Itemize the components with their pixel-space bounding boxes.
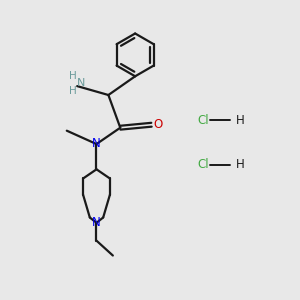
- Text: N: N: [92, 216, 101, 229]
- Text: N: N: [77, 78, 85, 88]
- Text: H: H: [236, 114, 245, 127]
- Text: N: N: [92, 137, 100, 150]
- Text: H: H: [236, 158, 245, 171]
- Text: Cl: Cl: [198, 114, 209, 127]
- Text: H: H: [69, 71, 77, 81]
- Text: H: H: [69, 86, 76, 96]
- Text: O: O: [153, 118, 163, 131]
- Text: Cl: Cl: [198, 158, 209, 171]
